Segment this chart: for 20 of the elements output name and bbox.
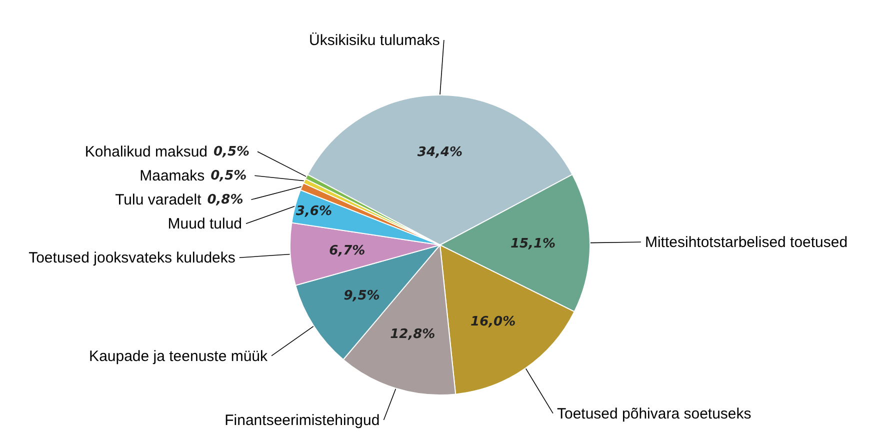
data-label: 0,8% <box>207 192 244 208</box>
data-label: 6,7% <box>329 244 366 259</box>
data-label: 3,6% <box>296 204 332 220</box>
slice-label: Toetused põhivara soetuseks <box>556 405 752 422</box>
slice-label: Tulu varadelt <box>115 192 202 209</box>
data-label: 12,8% <box>390 326 436 342</box>
data-label: 0,5% <box>210 168 247 184</box>
slice-label: Maamaks <box>140 168 205 185</box>
slice-label: Finantseerimistehingud <box>224 412 380 429</box>
slice-label: Üksikisiku tulumaks <box>309 32 440 49</box>
data-label: 9,5% <box>344 288 380 304</box>
slice-label: Mittesihtotstarbelised toetused <box>644 234 848 252</box>
slice-label: Kaupade ja teenuste müük <box>89 348 268 365</box>
slice-label: Muud tulud <box>168 216 242 233</box>
slice-label: Toetused jooksvateks kuludeks <box>28 250 236 267</box>
slice-label: Kohalikud maksud <box>84 144 208 161</box>
data-label: 15,1% <box>510 236 556 252</box>
data-label: 0,5% <box>213 144 250 160</box>
data-label: 16,0% <box>470 314 516 330</box>
data-label: 34,4% <box>417 145 463 160</box>
